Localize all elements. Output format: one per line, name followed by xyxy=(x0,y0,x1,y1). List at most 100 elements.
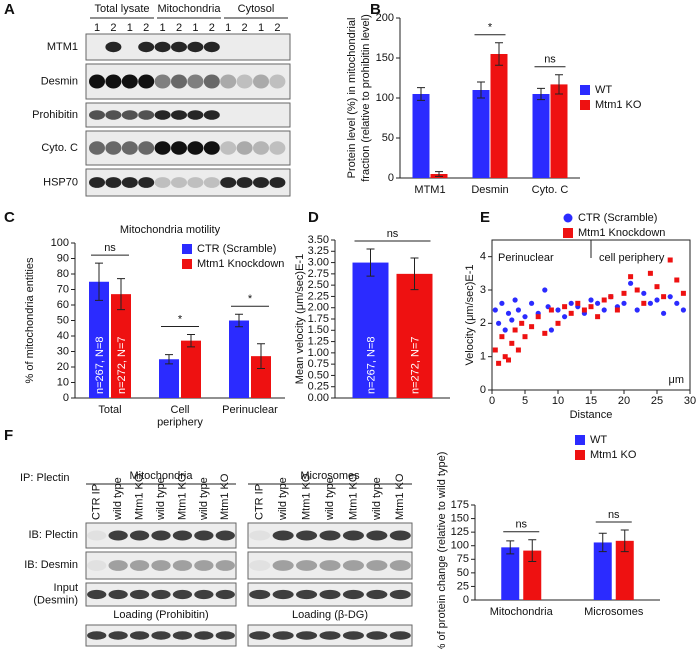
error-bar xyxy=(257,343,265,370)
blot-group-label: Mitochondria xyxy=(130,470,194,482)
bar xyxy=(229,320,249,398)
blot-band xyxy=(342,530,364,541)
blot-band xyxy=(236,177,253,188)
lane-label: 2 xyxy=(143,22,149,34)
blot-band xyxy=(151,589,171,600)
blot-band xyxy=(129,631,150,640)
lane-label: Mtm1 KO xyxy=(176,473,188,520)
blot-band xyxy=(342,560,364,571)
y-axis-label: fraction (relative to prohibitin level) xyxy=(360,14,372,182)
lane-label: Mtm1 KO xyxy=(300,473,312,520)
scatter-point xyxy=(634,287,640,293)
panel-label: D xyxy=(308,209,319,226)
lane-label: wild type xyxy=(324,477,336,521)
scatter-point xyxy=(509,340,515,346)
significance-label: * xyxy=(178,313,183,325)
blot-band xyxy=(249,589,271,600)
blot-band xyxy=(203,177,220,188)
blot-band xyxy=(342,589,364,600)
lane-label: 2 xyxy=(242,22,248,34)
bar xyxy=(89,281,109,398)
blot-band xyxy=(215,530,235,541)
scatter-point xyxy=(634,307,640,313)
blot-band xyxy=(87,631,107,640)
error-bar xyxy=(477,81,485,99)
scatter-point xyxy=(628,274,634,280)
x-axis-label: Distance xyxy=(570,409,613,421)
blot-group-label: Mitochondria xyxy=(158,3,222,15)
legend-swatch xyxy=(575,450,585,460)
scatter-point xyxy=(512,297,518,303)
blot-band xyxy=(366,530,388,541)
y-tick-label: 90 xyxy=(57,252,69,264)
bar xyxy=(181,340,201,398)
scatter-point xyxy=(588,304,594,310)
scatter-point xyxy=(628,280,634,286)
y-tick-label: 20 xyxy=(57,361,69,373)
loading-label: Loading (β-DG) xyxy=(292,609,368,621)
blot-band xyxy=(108,530,128,541)
bar xyxy=(550,84,568,178)
y-tick-label: 60 xyxy=(57,299,69,311)
ip-label: IP: Plectin xyxy=(20,472,70,484)
scatter-point xyxy=(529,324,535,330)
lane-label: Mtm1 KO xyxy=(133,473,145,520)
y-tick-label: 25 xyxy=(457,580,469,592)
blot-band xyxy=(272,560,294,571)
y-tick-label: 50 xyxy=(382,132,394,144)
scatter-point xyxy=(674,277,680,283)
lane-label: wild type xyxy=(112,477,124,521)
legend-swatch xyxy=(580,85,590,95)
scatter-point xyxy=(535,314,541,320)
blot-band xyxy=(187,74,204,89)
blot-band xyxy=(87,530,107,541)
legend-swatch xyxy=(182,259,192,269)
blot-band xyxy=(129,560,150,571)
legend-swatch xyxy=(563,213,573,223)
blot-band xyxy=(138,41,155,53)
blot-band xyxy=(171,74,187,89)
y-tick-label: 100 xyxy=(51,237,69,249)
x-tick-label: Microsomes xyxy=(584,606,644,618)
bar xyxy=(111,294,131,398)
region-label: cell periphery xyxy=(599,252,665,264)
x-tick-label: Cell periphery xyxy=(157,404,203,429)
bar xyxy=(251,356,271,398)
blot-band xyxy=(194,560,214,571)
y-tick-label: 4 xyxy=(480,251,486,263)
scatter-point xyxy=(667,257,673,263)
blot-band xyxy=(87,560,107,571)
blot-band xyxy=(108,589,128,600)
bar xyxy=(523,550,542,600)
blot-band xyxy=(187,177,204,188)
lane-label: wild type xyxy=(198,477,210,521)
blot-band xyxy=(187,110,204,120)
scatter-point xyxy=(647,270,653,276)
scatter-point xyxy=(641,290,647,296)
panel-label: A xyxy=(4,1,15,18)
panel-label: F xyxy=(4,427,13,444)
blot-band xyxy=(253,177,269,188)
x-tick-label: 15 xyxy=(585,395,597,407)
legend-label: CTR (Scramble) xyxy=(197,243,276,255)
scatter-point xyxy=(529,300,535,306)
scatter-point xyxy=(621,290,627,296)
error-bar xyxy=(417,87,425,101)
x-tick-label: Cyto. C xyxy=(532,184,569,196)
blot-band xyxy=(121,141,138,155)
lane-label: Mtm1 KO xyxy=(347,473,359,520)
legend-label: WT xyxy=(590,434,607,446)
x-tick-label: 0 xyxy=(489,395,495,407)
legend-label: WT xyxy=(595,84,612,96)
y-tick-label: 1.00 xyxy=(308,347,329,359)
blot-row-label: Input (Desmin) xyxy=(33,582,78,607)
chart-title: Mitochondria motility xyxy=(120,224,221,236)
y-tick-label: 1 xyxy=(480,351,486,363)
blot-row-label: IB: Desmin xyxy=(24,559,78,571)
x-tick-label: 25 xyxy=(651,395,663,407)
y-tick-label: 2.50 xyxy=(308,279,329,291)
lane-label: Mtm1 KO xyxy=(219,473,231,520)
bar xyxy=(352,262,389,398)
blot-row-label: Cyto. C xyxy=(41,142,78,154)
blot-band xyxy=(105,177,122,188)
